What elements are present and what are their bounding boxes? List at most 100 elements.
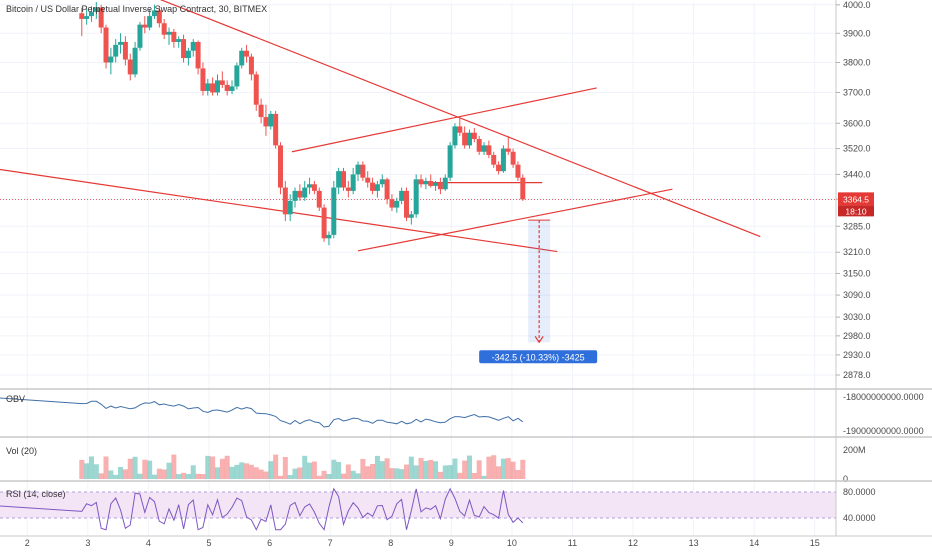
price-grid xyxy=(0,2,836,536)
trendline[interactable] xyxy=(145,0,761,238)
volume-bar xyxy=(88,456,94,479)
price-tick-label: 3800.0 xyxy=(843,57,871,67)
volume-bar xyxy=(151,474,157,479)
volume-bar xyxy=(273,454,279,479)
candle-body xyxy=(379,179,385,185)
volume-bar xyxy=(520,459,526,479)
price-tick-label: 3520.0 xyxy=(843,144,871,154)
volume-bar xyxy=(505,458,511,479)
candle-body xyxy=(93,7,99,12)
candle-body xyxy=(297,190,303,198)
candle-body xyxy=(321,207,327,239)
time-axis: 2 3 4 5 6 7 8 9 10 11 12 13 14 15 xyxy=(0,535,932,548)
pane-dividers[interactable] xyxy=(0,388,932,482)
candle-body xyxy=(156,10,162,24)
volume-bar xyxy=(321,470,327,479)
price-tick-label: 2878.0 xyxy=(843,370,871,380)
candle-body xyxy=(462,132,468,146)
candle-body xyxy=(282,187,288,215)
volume-bar xyxy=(311,461,317,479)
volume-pane-label[interactable]: Vol (20) xyxy=(6,446,37,456)
current-price-badge xyxy=(838,192,874,206)
volume-bar xyxy=(132,456,138,479)
price-tick-label: 3600.0 xyxy=(843,118,871,128)
volume-bar xyxy=(176,474,182,479)
candle-body xyxy=(520,177,526,200)
volume-bar xyxy=(389,468,395,479)
candle-body xyxy=(510,151,516,165)
volume-bar xyxy=(292,468,298,479)
volume-bar xyxy=(147,460,153,479)
candle-body xyxy=(244,50,250,57)
candle-body xyxy=(258,104,264,118)
candle-body xyxy=(307,184,313,188)
volume-bar xyxy=(345,464,351,479)
candle-body xyxy=(515,164,521,178)
volume-bar xyxy=(108,470,114,479)
trendline[interactable] xyxy=(357,188,673,252)
time-tick-label: 11 xyxy=(568,538,577,548)
volume-bar xyxy=(244,463,250,479)
volume-tick-label: 0 xyxy=(843,474,848,484)
volume-bar xyxy=(326,473,332,479)
price-tick-label: 4000.0 xyxy=(843,0,871,10)
candle-body xyxy=(447,145,453,178)
candle-body xyxy=(336,171,342,188)
candle-body xyxy=(176,39,182,42)
price-tick-label: 3150.0 xyxy=(843,268,871,278)
candle-body xyxy=(166,31,172,35)
candle-body xyxy=(403,190,409,218)
trendline[interactable] xyxy=(291,87,597,153)
candle-body xyxy=(413,179,419,215)
candle-body xyxy=(151,10,157,17)
volume-bar xyxy=(452,458,458,479)
candle-body xyxy=(181,39,187,59)
countdown-badge xyxy=(838,205,874,217)
price-tick-label: 3285.0 xyxy=(843,221,871,231)
price-tick-label: 3210.0 xyxy=(843,247,871,257)
volume-bar xyxy=(224,455,230,479)
volume-bar xyxy=(471,472,477,479)
volume-bar xyxy=(137,473,143,479)
rsi-pane-label[interactable]: RSI (14, close) xyxy=(6,489,66,499)
time-tick-label: 13 xyxy=(689,538,699,548)
price-tick-label: 3030.0 xyxy=(843,312,871,322)
volume-bar xyxy=(113,474,119,479)
candle-body xyxy=(442,177,448,190)
countdown-label: 18:10 xyxy=(845,206,867,216)
volume-bar xyxy=(93,464,99,479)
candle-body xyxy=(345,187,351,191)
time-tick-label: 10 xyxy=(507,538,517,548)
volume-bar xyxy=(156,468,162,479)
candle-body xyxy=(423,180,429,185)
volume-bar xyxy=(360,458,366,479)
volume-bar xyxy=(500,458,506,479)
trendline[interactable] xyxy=(0,168,558,253)
price-axis-bg xyxy=(836,0,932,550)
volume-bar xyxy=(476,460,482,479)
measure-arrow-head xyxy=(534,335,544,344)
volume-tick-label: 200M xyxy=(843,445,866,455)
candle-body xyxy=(147,16,153,28)
volume-bar xyxy=(491,455,497,479)
candle-body xyxy=(108,56,114,63)
candle-body xyxy=(471,132,477,140)
chart-title: Bitcoin / US Dollar Perpetual Inverse Sw… xyxy=(6,4,267,14)
time-tick-label: 7 xyxy=(328,538,333,548)
volume-bar xyxy=(428,459,434,479)
volume-bar xyxy=(282,456,288,479)
trendlines[interactable] xyxy=(0,0,836,253)
obv-pane-label[interactable]: OBV xyxy=(6,394,25,404)
measurement-tool[interactable]: -342.5 (-10.33%) -3425 xyxy=(479,219,598,364)
volume-bar xyxy=(195,473,201,479)
volume-bar xyxy=(418,457,424,479)
volume-bar xyxy=(118,467,124,479)
volume-bar xyxy=(355,473,361,479)
volume-bar xyxy=(84,463,90,479)
volume-bar xyxy=(447,465,453,479)
obv-tick-label: -18000000000.0000 xyxy=(843,392,924,402)
time-tick-label: 4 xyxy=(146,538,151,548)
candle-body xyxy=(268,113,274,127)
